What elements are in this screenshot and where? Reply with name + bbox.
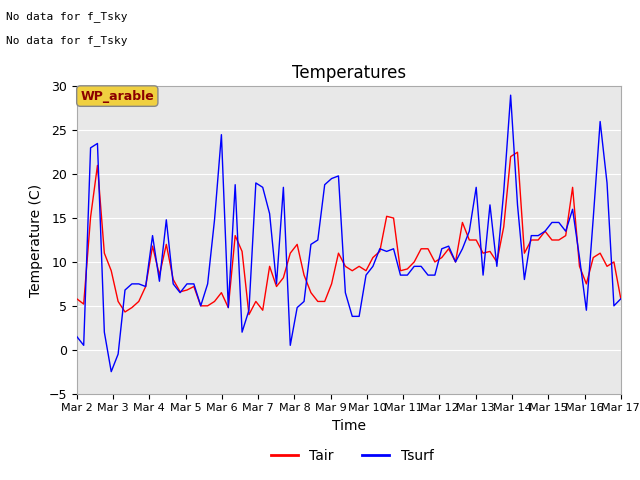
X-axis label: Time: Time: [332, 419, 366, 433]
Legend: Tair, Tsurf: Tair, Tsurf: [265, 443, 439, 468]
Text: No data for f_Tsky: No data for f_Tsky: [6, 11, 128, 22]
Title: Temperatures: Temperatures: [292, 64, 406, 82]
Text: WP_arable: WP_arable: [81, 90, 154, 103]
Text: No data for f_Tsky: No data for f_Tsky: [6, 35, 128, 46]
Y-axis label: Temperature (C): Temperature (C): [29, 183, 43, 297]
